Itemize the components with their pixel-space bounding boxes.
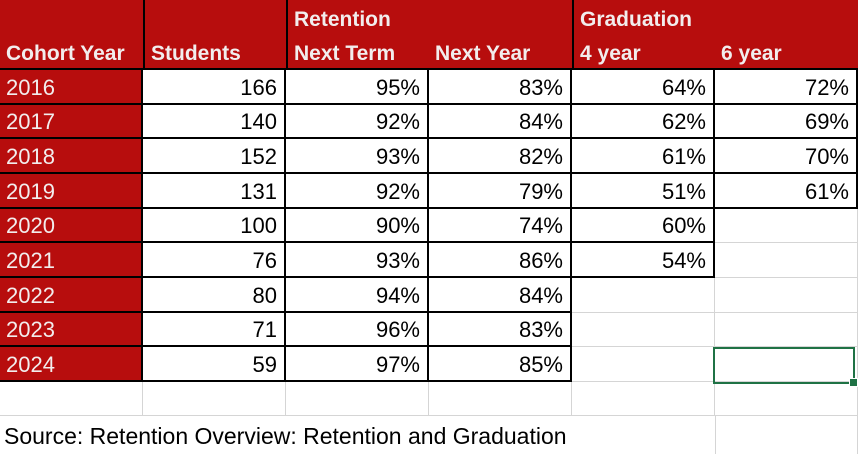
source-row: Source: Retention Overview: Retention an… xyxy=(0,416,858,454)
cell-next-term-2021[interactable]: 93% xyxy=(286,243,429,278)
cell-next-year-2018[interactable]: 82% xyxy=(429,139,572,174)
cell-next-year-2017[interactable]: 84% xyxy=(429,104,572,140)
cell-next-term-2022[interactable]: 94% xyxy=(286,277,429,313)
cell-students-2023[interactable]: 71 xyxy=(143,312,286,348)
empty-cell[interactable] xyxy=(286,382,429,416)
cell-four-year-2019[interactable]: 51% xyxy=(572,173,715,209)
cell-students-2021[interactable]: 76 xyxy=(143,243,286,278)
cell-next-year-2019[interactable]: 79% xyxy=(429,173,572,209)
source-note[interactable]: Source: Retention Overview: Retention an… xyxy=(4,423,567,449)
header-cell-students[interactable]: Students xyxy=(143,34,286,68)
cell-next-term-2023[interactable]: 96% xyxy=(286,312,429,348)
cell-six-year-2022[interactable] xyxy=(715,277,858,313)
header-cell-cohort-year[interactable]: Cohort Year xyxy=(6,41,125,65)
cell-four-year-2021[interactable]: 54% xyxy=(572,243,715,278)
table-body: 2016 166 95% 83% 64% 72% 2017 140 92% 84% 62% 69% 20… xyxy=(0,70,858,382)
cell-next-term-2024[interactable]: 97% xyxy=(286,347,429,382)
empty-cell[interactable] xyxy=(429,382,572,416)
cell-six-year-2020[interactable] xyxy=(715,208,858,244)
empty-row xyxy=(0,382,858,416)
cell-four-year-2016[interactable]: 64% xyxy=(572,70,715,105)
empty-cell[interactable] xyxy=(0,382,143,416)
header-cell-blank-d1[interactable] xyxy=(429,0,572,34)
cell-next-term-2019[interactable]: 92% xyxy=(286,173,429,209)
table-header: Retention Graduation Cohort Year Student… xyxy=(0,0,858,70)
cell-six-year-2017[interactable]: 69% xyxy=(715,104,858,140)
cell-six-year-2019[interactable]: 61% xyxy=(715,173,858,209)
cell-students-2020[interactable]: 100 xyxy=(143,208,286,244)
cell-next-term-2016[interactable]: 95% xyxy=(286,70,429,105)
cell-year-2017[interactable]: 2017 xyxy=(0,104,143,140)
cell-students-2022[interactable]: 80 xyxy=(143,277,286,313)
cell-next-term-2018[interactable]: 93% xyxy=(286,139,429,174)
cell-four-year-2022[interactable] xyxy=(572,277,715,313)
cell-next-year-2021[interactable]: 86% xyxy=(429,243,572,278)
cell-year-2024[interactable]: 2024 xyxy=(0,347,143,382)
cell-year-2016[interactable]: 2016 xyxy=(0,70,143,105)
empty-cell[interactable] xyxy=(715,416,858,454)
empty-cell[interactable] xyxy=(572,382,715,416)
cell-four-year-2017[interactable]: 62% xyxy=(572,104,715,140)
header-group-retention[interactable]: Retention xyxy=(286,0,429,34)
empty-cell[interactable] xyxy=(143,382,286,416)
cell-next-year-2023[interactable]: 83% xyxy=(429,312,572,348)
cell-year-2019[interactable]: 2019 xyxy=(0,173,143,209)
cell-six-year-2016[interactable]: 72% xyxy=(715,70,858,105)
cell-four-year-2024[interactable] xyxy=(572,347,715,382)
cell-year-2020[interactable]: 2020 xyxy=(0,208,143,244)
cell-year-2018[interactable]: 2018 xyxy=(0,139,143,174)
fill-handle[interactable] xyxy=(849,378,858,387)
cell-four-year-2023[interactable] xyxy=(572,312,715,348)
cell-next-year-2024[interactable]: 85% xyxy=(429,347,572,382)
empty-cell[interactable] xyxy=(715,382,858,416)
cell-six-year-2018[interactable]: 70% xyxy=(715,139,858,174)
cell-students-2018[interactable]: 152 xyxy=(143,139,286,174)
cell-students-2016[interactable]: 166 xyxy=(143,70,286,105)
cell-students-2024[interactable]: 59 xyxy=(143,347,286,382)
cell-next-term-2017[interactable]: 92% xyxy=(286,104,429,140)
header-group-graduation[interactable]: Graduation xyxy=(572,0,715,34)
header-cell-6-year[interactable]: 6 year xyxy=(721,41,782,65)
cell-year-2022[interactable]: 2022 xyxy=(0,277,143,313)
cell-six-year-2023[interactable] xyxy=(715,312,858,348)
header-cell-blank-b1[interactable] xyxy=(143,0,286,34)
cell-next-year-2020[interactable]: 74% xyxy=(429,208,572,244)
cell-students-2019[interactable]: 131 xyxy=(143,173,286,209)
header-cell-blank-f1[interactable] xyxy=(715,0,858,34)
header-cell-next-year[interactable]: Next Year xyxy=(435,41,531,65)
cell-year-2021[interactable]: 2021 xyxy=(0,243,143,278)
cell-next-term-2020[interactable]: 90% xyxy=(286,208,429,244)
cell-year-2023[interactable]: 2023 xyxy=(0,312,143,348)
header-cell-blank-a1[interactable] xyxy=(0,0,143,34)
header-cell-4-year[interactable]: 4 year xyxy=(572,34,715,68)
cell-six-year-2021[interactable] xyxy=(715,243,858,278)
cell-next-year-2016[interactable]: 83% xyxy=(429,70,572,105)
header-cell-next-term[interactable]: Next Term xyxy=(286,34,429,68)
cell-four-year-2020[interactable]: 60% xyxy=(572,208,715,244)
cell-six-year-2024[interactable] xyxy=(715,347,858,382)
cell-next-year-2022[interactable]: 84% xyxy=(429,277,572,313)
cell-four-year-2018[interactable]: 61% xyxy=(572,139,715,174)
cell-students-2017[interactable]: 140 xyxy=(143,104,286,140)
